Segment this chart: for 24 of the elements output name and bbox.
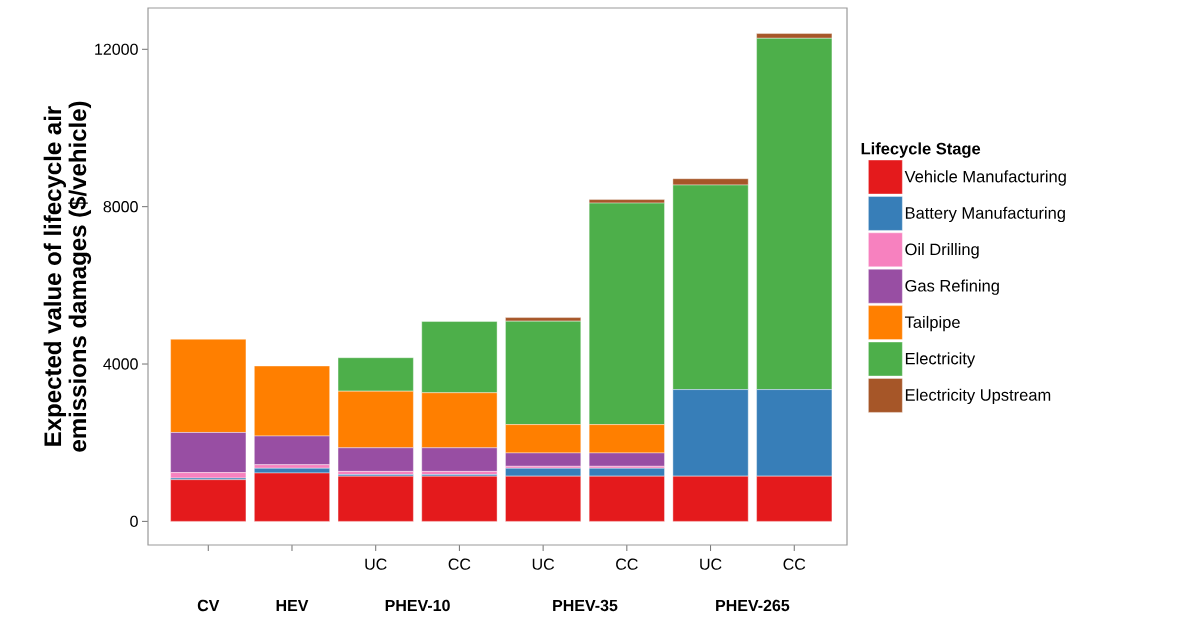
text: PHEV-35 — [553, 599, 618, 612]
x-tick-label: UC — [365, 558, 387, 570]
text: CV — [197, 599, 220, 612]
legend-label: Tailpipe — [904, 315, 960, 332]
x-tick-label: UC — [700, 558, 722, 570]
y-tick-label: 4000 — [103, 358, 138, 370]
y-tick-label: 8000 — [103, 201, 138, 213]
y-axis-title: Expected value of lifecycle air emissions damages ($/vehicle) — [43, 101, 92, 452]
x-tick-label: UC — [532, 558, 555, 570]
legend-title: Lifecycle Stage — [861, 142, 981, 158]
x-tick-label: CC — [448, 558, 471, 570]
legend-label: Oil Drilling — [905, 243, 979, 259]
text: PHEV-265 — [716, 599, 790, 612]
y-tick-label: 12000 — [95, 43, 138, 55]
y-tick-label: 0 — [130, 515, 138, 528]
legend-label: Battery Manufacturing — [905, 206, 1065, 223]
legend-label: Electricity — [905, 352, 976, 368]
text: PHEV-10 — [385, 599, 450, 612]
x-tick-label: CC — [616, 558, 638, 570]
legend-label: Vehicle Manufacturing — [904, 170, 1066, 186]
x-tick-label: CC — [783, 558, 806, 570]
legend-label: Gas Refining — [905, 279, 999, 295]
legend-label: Electricity Upstream — [905, 388, 1051, 405]
text: HEV — [276, 599, 309, 611]
